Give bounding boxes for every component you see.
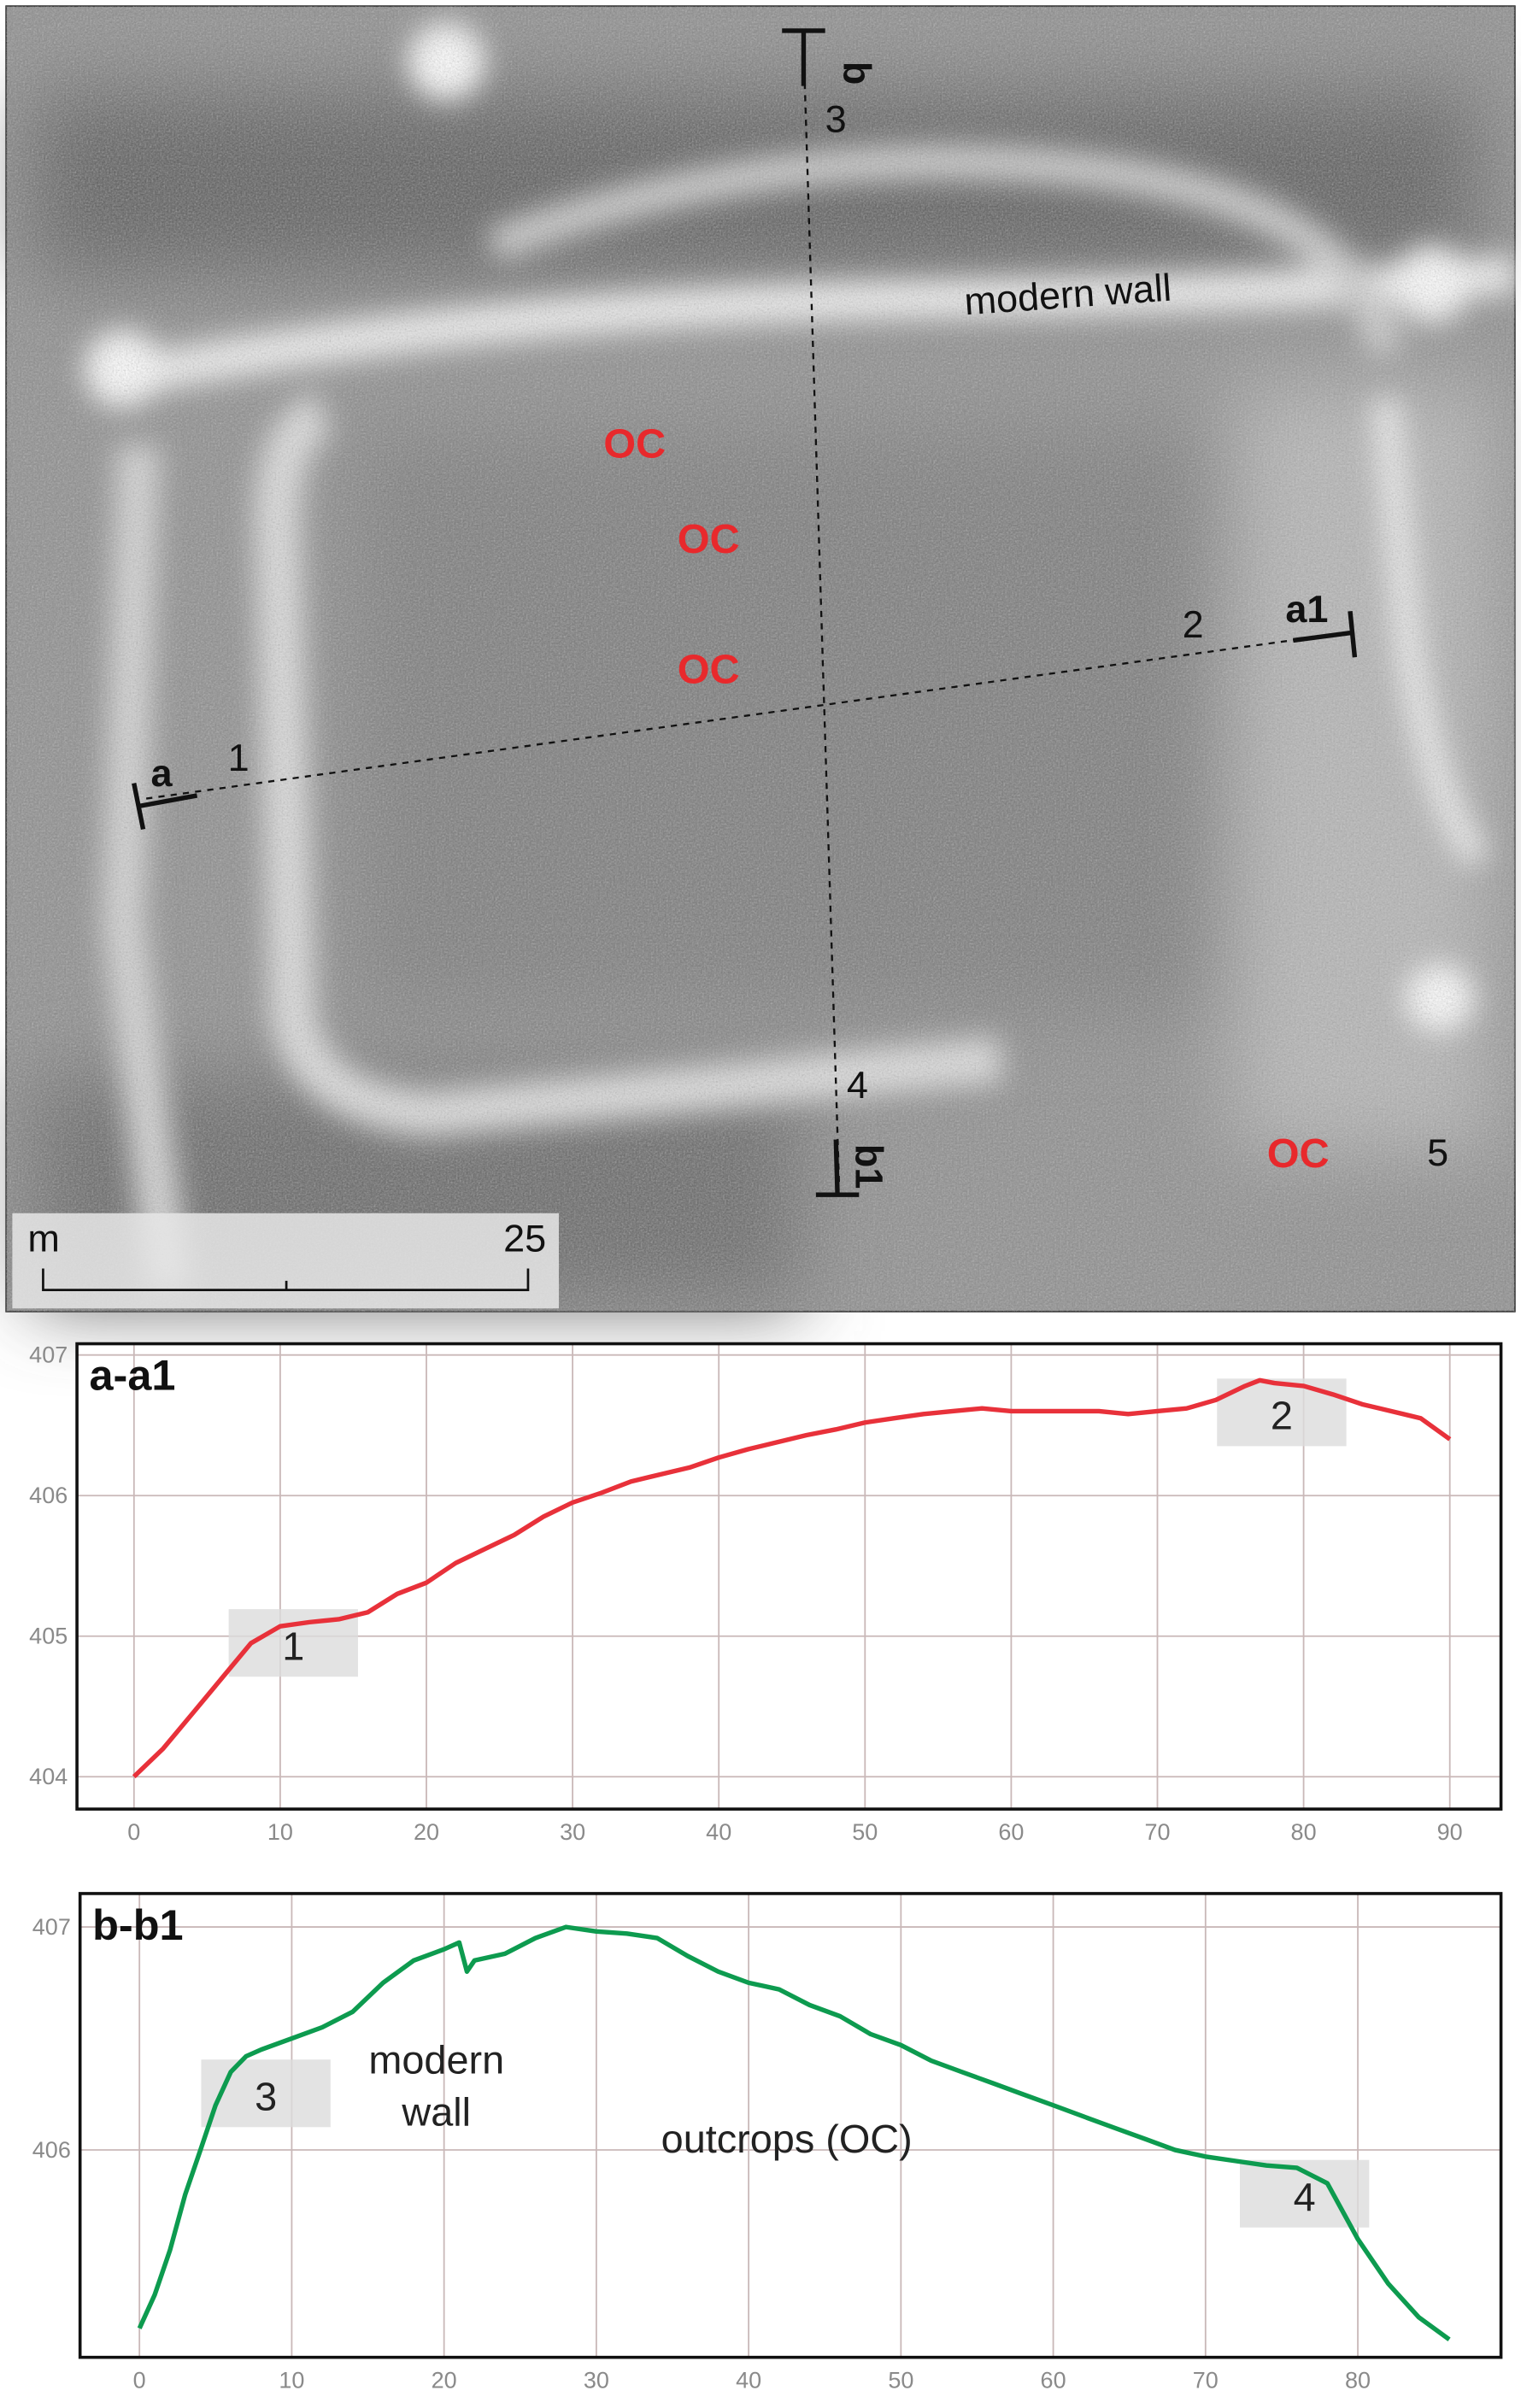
oc-label: OC xyxy=(678,516,740,562)
profile-point: 1 xyxy=(228,736,250,779)
section-end: a1 xyxy=(1285,587,1328,631)
plot-frame xyxy=(75,1342,1503,1811)
profile-point: 4 xyxy=(847,1063,868,1107)
y-tick-label: 405 xyxy=(29,1624,68,1649)
annotation: 3 xyxy=(255,2075,277,2119)
oc-label: OC xyxy=(1267,1131,1330,1177)
profile-chart: 0 10 20 30 40 50 60 70 80 406 407 3 4 modern wall outcr… xyxy=(32,1892,1503,2393)
profile-line xyxy=(132,1377,1452,1779)
annotation: 1 xyxy=(282,1624,304,1668)
x-tick-label: 60 xyxy=(998,1819,1024,1845)
x-tick-label: 70 xyxy=(1193,2368,1219,2393)
scale-unit: m xyxy=(27,1217,60,1260)
annotation: 4 xyxy=(1294,2175,1316,2219)
section-lines xyxy=(145,45,1348,1183)
scale-bar xyxy=(42,1268,530,1291)
x-tick-label: 50 xyxy=(888,2368,913,2393)
x-tick-label: 50 xyxy=(852,1819,878,1845)
section-end: a xyxy=(151,751,173,795)
profile-line xyxy=(137,1924,1451,2342)
profile-point: 2 xyxy=(1183,602,1204,646)
profile-chart: 0 10 20 30 40 50 60 70 80 90 404 405 406 407 1 2 a-a1 xyxy=(29,1342,1503,1845)
x-tick-label: 60 xyxy=(1041,2368,1066,2393)
y-tick-label: 406 xyxy=(32,2137,71,2163)
x-tick-label: 20 xyxy=(414,1819,439,1845)
y-tick-label: 404 xyxy=(29,1764,68,1789)
x-tick-label: 0 xyxy=(127,1819,140,1845)
y-tick-label: 407 xyxy=(32,1914,71,1940)
map-noise xyxy=(6,6,1515,1312)
plot-frame xyxy=(78,1892,1503,2359)
x-tick-label: 70 xyxy=(1144,1819,1170,1845)
section-end: b1 xyxy=(848,1144,891,1189)
chart-title: a-a1 xyxy=(89,1351,175,1400)
section-ends xyxy=(132,28,1358,1197)
profile-point: 3 xyxy=(825,97,847,141)
x-tick-label: 10 xyxy=(267,1819,293,1845)
x-tick-label: 30 xyxy=(584,2368,609,2393)
annotation: modern wall xyxy=(368,2038,504,2135)
scale-box xyxy=(12,1213,559,1309)
x-tick-label: 80 xyxy=(1291,1819,1317,1845)
scale-value: 25 xyxy=(503,1217,546,1260)
x-tick-label: 80 xyxy=(1345,2368,1371,2393)
x-tick-label: 30 xyxy=(560,1819,585,1845)
x-tick-label: 90 xyxy=(1437,1819,1463,1845)
x-tick-label: 10 xyxy=(279,2368,304,2393)
annotation: outcrops (OC) xyxy=(661,2117,913,2161)
x-tick-label: 20 xyxy=(432,2368,457,2393)
oc-label: OC xyxy=(603,421,666,467)
chart-title: b-b1 xyxy=(92,1900,183,1949)
map: m 25 a a1 b b1 1 2 3 4 5 modern wall OC … xyxy=(5,5,1519,1313)
y-tick-label: 406 xyxy=(29,1483,68,1508)
section-end: b xyxy=(835,62,878,85)
y-tick-label: 407 xyxy=(29,1342,68,1368)
x-tick-label: 40 xyxy=(736,2368,761,2393)
x-tick-label: 0 xyxy=(133,2368,146,2393)
annotation: 2 xyxy=(1271,1394,1293,1438)
profile-point: 5 xyxy=(1427,1131,1448,1174)
x-tick-label: 40 xyxy=(706,1819,731,1845)
oc-label: OC xyxy=(678,647,740,693)
